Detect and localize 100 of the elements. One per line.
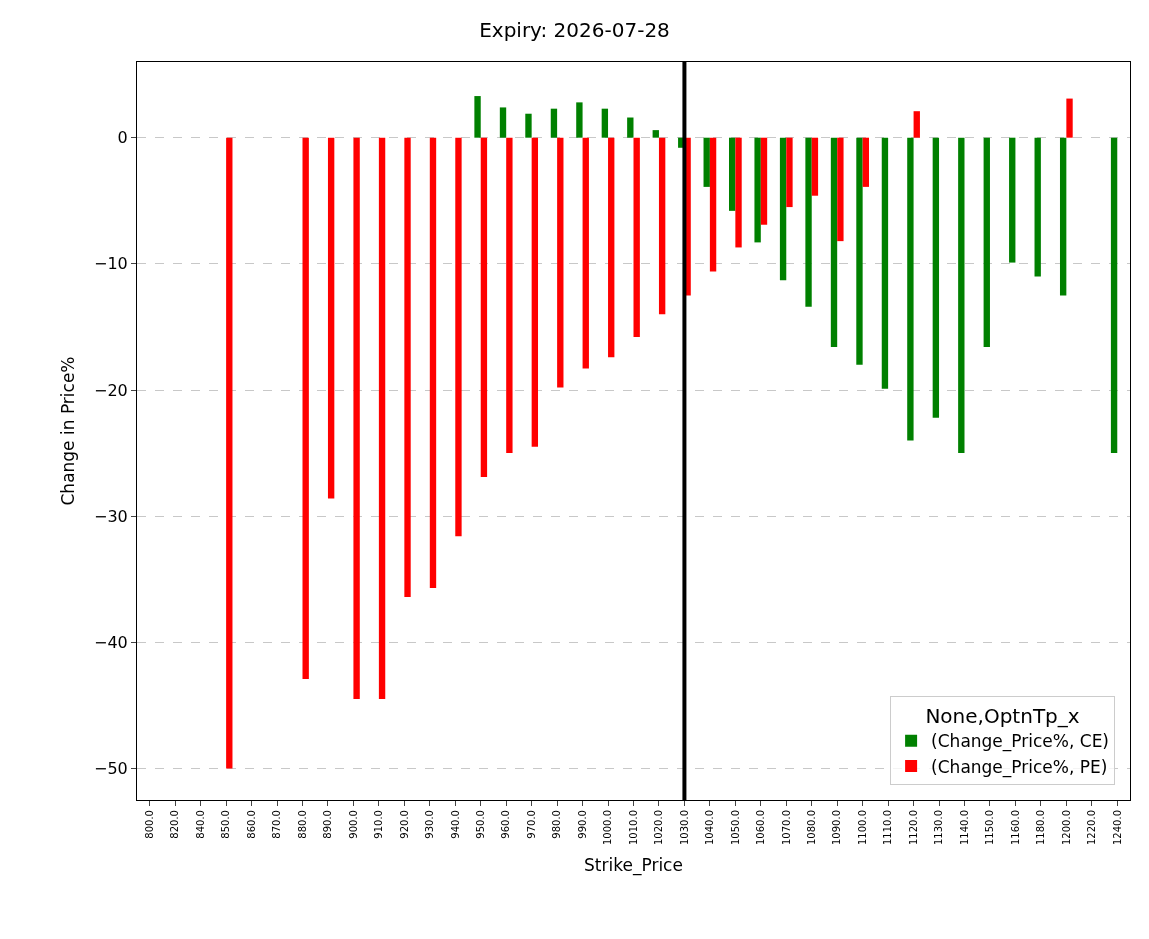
bar (958, 137, 965, 454)
x-tick-label: 1060.0 (755, 810, 767, 845)
bar (1059, 137, 1067, 296)
x-tick-label: 1080.0 (805, 810, 817, 845)
y-tick-label: −30 (94, 506, 128, 526)
x-tick-label: 950.0 (474, 810, 486, 839)
bar (474, 96, 481, 138)
bar (1034, 137, 1041, 277)
bar (302, 137, 309, 679)
x-tick-label: 960.0 (500, 810, 512, 839)
bar (531, 137, 539, 447)
bar (837, 137, 844, 242)
bar (582, 137, 589, 369)
bar (404, 137, 411, 597)
x-tick-label: 1120.0 (907, 810, 919, 845)
x-tick-label: 900.0 (347, 810, 359, 839)
x-tick-label: 1180.0 (1035, 810, 1047, 845)
x-tick-label: 1160.0 (1009, 810, 1021, 845)
bar (760, 137, 768, 225)
bar (550, 108, 558, 138)
x-axis-title: Strike_Price (584, 855, 683, 877)
x-tick-label: 1220.0 (1086, 810, 1098, 845)
bar (608, 137, 615, 358)
legend-label: (Change_Price%, PE) (931, 756, 1108, 778)
bar (932, 137, 940, 418)
x-tick-label: 920.0 (398, 810, 410, 839)
bar (576, 102, 583, 138)
x-tick-label: 850.0 (220, 810, 232, 839)
bar (658, 137, 666, 315)
x-tick-label: 1020.0 (653, 810, 665, 845)
y-tick-label: −10 (94, 254, 128, 274)
x-tick-label: 890.0 (322, 810, 334, 839)
bar (754, 137, 761, 243)
x-tick-label: 930.0 (424, 810, 436, 839)
bar (862, 137, 870, 187)
bar (805, 137, 812, 307)
bar (652, 130, 659, 138)
bar (557, 137, 564, 388)
bar (856, 137, 863, 365)
legend-title: None,OptnTp_x (925, 704, 1080, 729)
bar (881, 137, 889, 389)
x-tick-label: 1030.0 (678, 810, 690, 845)
bar (353, 137, 360, 700)
legend-label: (Change_Price%, CE) (931, 731, 1110, 753)
chart-title: Expiry: 2026-07-28 (479, 18, 670, 43)
bar (709, 137, 717, 272)
x-tick-label: 940.0 (449, 810, 461, 839)
bar (378, 137, 386, 700)
bar (913, 111, 920, 138)
x-tick-label: 1050.0 (729, 810, 741, 845)
bar (627, 117, 634, 138)
bar (1110, 137, 1118, 454)
bar (429, 137, 437, 589)
x-tick-label: 1200.0 (1060, 810, 1072, 845)
bar (830, 137, 838, 348)
bar (703, 137, 710, 187)
y-axis-title: Change in Price% (57, 356, 78, 506)
bar (1009, 137, 1016, 263)
y-tick-label: −20 (94, 380, 128, 400)
bar (735, 137, 742, 248)
y-tick-label: −50 (94, 759, 128, 779)
x-tick-label: 1010.0 (627, 810, 639, 845)
x-tick-label: 860.0 (245, 810, 257, 839)
bar (327, 137, 335, 499)
x-tick-label: 820.0 (169, 810, 181, 839)
x-tick-label: 1100.0 (856, 810, 868, 845)
bar (907, 137, 914, 441)
bar (455, 137, 462, 537)
bar (811, 137, 819, 196)
x-tick-label: 1130.0 (933, 810, 945, 845)
bar (506, 137, 513, 454)
bar (786, 137, 793, 208)
x-tick-label: 990.0 (576, 810, 588, 839)
x-tick-label: 1150.0 (984, 810, 996, 845)
bar (525, 113, 532, 138)
x-tick-label: 800.0 (143, 810, 155, 839)
x-tick-label: 910.0 (373, 810, 385, 839)
x-tick-label: 840.0 (194, 810, 206, 839)
x-tick-label: 1090.0 (831, 810, 843, 845)
x-tick-label: 980.0 (551, 810, 563, 839)
y-tick-label: 0 (117, 128, 128, 148)
x-tick-label: 1240.0 (1111, 810, 1123, 845)
x-tick-label: 1040.0 (704, 810, 716, 845)
bar (1066, 98, 1073, 138)
bar (499, 107, 507, 138)
bar (983, 137, 990, 348)
bar (601, 108, 609, 138)
bar (480, 137, 488, 478)
x-tick-label: 870.0 (271, 810, 283, 839)
bar (728, 137, 736, 211)
x-tick-label: 1140.0 (958, 810, 970, 845)
x-tick-label: 1110.0 (882, 810, 894, 845)
bar (779, 137, 787, 281)
x-tick-label: 1000.0 (602, 810, 614, 845)
bar (633, 137, 640, 338)
bar (226, 137, 233, 769)
x-tick-label: 1070.0 (780, 810, 792, 845)
x-tick-label: 880.0 (296, 810, 308, 839)
y-tick-label: −40 (94, 632, 128, 652)
x-tick-label: 970.0 (525, 810, 537, 839)
